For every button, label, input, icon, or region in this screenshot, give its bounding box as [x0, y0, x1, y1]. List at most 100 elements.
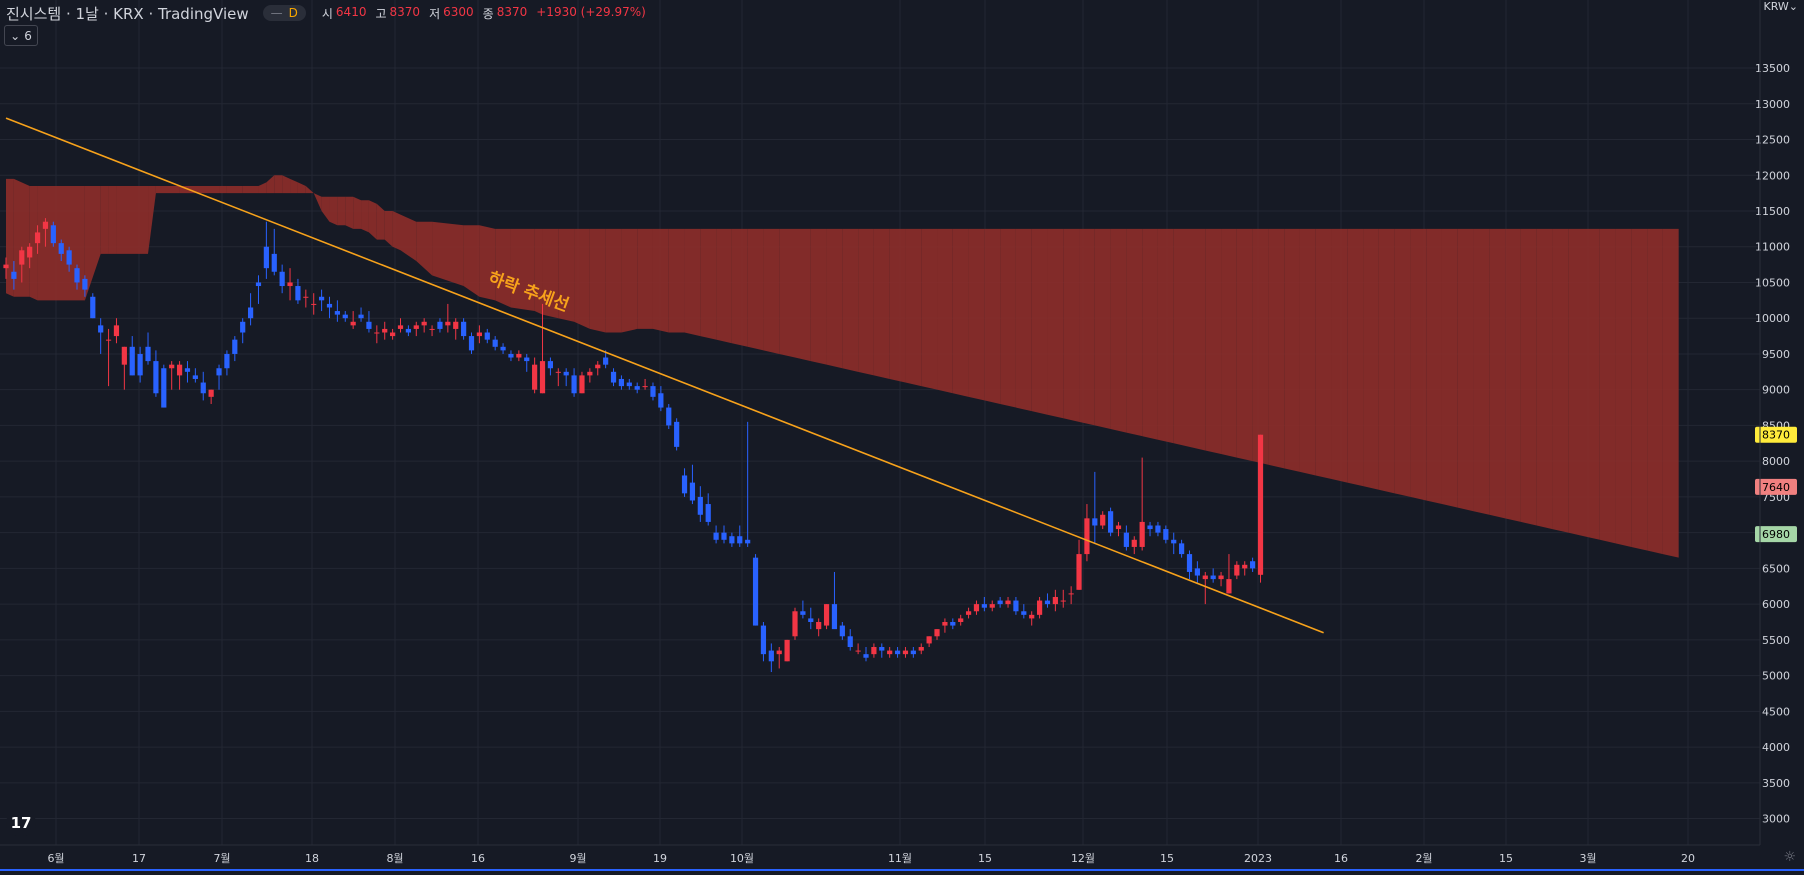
- candle-body: [1013, 600, 1019, 612]
- interval-pill[interactable]: — D: [262, 5, 306, 21]
- candle-body: [382, 328, 388, 333]
- ichimoku-cloud-segment: [1173, 228, 1190, 447]
- ichimoku-cloud-segment: [1410, 228, 1427, 501]
- candle-body: [326, 303, 333, 308]
- bottom-accent-bar: [0, 869, 1804, 871]
- ichimoku-cloud-segment: [400, 214, 417, 262]
- y-tick-label: 9500: [1762, 348, 1790, 361]
- candle-body: [98, 325, 104, 333]
- candle-body: [397, 325, 404, 329]
- candle-body: [484, 332, 490, 340]
- ichimoku-cloud-segment: [1079, 228, 1095, 426]
- candle-body: [547, 361, 554, 369]
- ichimoku-cloud-segment: [779, 228, 795, 358]
- candle-body: [950, 621, 956, 626]
- candle-body: [153, 361, 159, 394]
- candle-body: [1186, 554, 1193, 572]
- ichimoku-cloud-segment: [795, 228, 811, 362]
- downtrend-line: [5, 117, 1324, 634]
- candle-body: [1076, 554, 1082, 590]
- currency-selector[interactable]: KRW⌄: [1763, 0, 1798, 13]
- ichimoku-cloud-segment: [921, 228, 938, 390]
- candle-body: [90, 296, 96, 319]
- ichimoku-cloud-segment: [368, 200, 377, 240]
- y-tick-label: 6000: [1762, 598, 1790, 611]
- ichimoku-cloud-segment: [510, 228, 535, 312]
- ichimoku-cloud-segment: [542, 228, 559, 319]
- ichimoku-cloud-segment: [1584, 228, 1600, 540]
- candle-body: [776, 650, 782, 655]
- price-label-box: [1755, 526, 1797, 543]
- candle-body: [200, 382, 206, 394]
- candle-body: [279, 271, 285, 287]
- ichimoku-cloud-segment: [1394, 228, 1411, 497]
- candle-body: [1226, 579, 1232, 594]
- candle-body: [729, 536, 735, 544]
- candle-body: [934, 629, 940, 637]
- ichimoku-cloud-segment: [1142, 228, 1158, 440]
- x-tick-label: 15: [1499, 852, 1513, 865]
- ichimoku-cloud-segment: [1552, 228, 1569, 533]
- candle-body: [184, 368, 191, 372]
- price-label-text: 6980: [1762, 528, 1790, 541]
- ichimoku-cloud-segment: [747, 228, 764, 351]
- candle-body: [113, 325, 120, 337]
- candle-body: [500, 346, 506, 351]
- collapse-indicators-button[interactable]: ⌄ 6: [4, 25, 38, 46]
- ichimoku-cloud-segment: [842, 228, 859, 372]
- ichimoku-cloud-segment: [242, 185, 259, 194]
- ichimoku-cloud-segment: [305, 185, 314, 194]
- x-tick-label: 12월: [1071, 852, 1095, 865]
- candle-body: [3, 264, 9, 269]
- candle-body: [705, 504, 711, 522]
- ichimoku-cloud-segment: [1110, 228, 1127, 433]
- candle-body: [1060, 600, 1066, 602]
- ichimoku-cloud-segment: [968, 228, 985, 401]
- ichimoku-cloud-segment: [1157, 228, 1174, 444]
- candle-body: [587, 371, 593, 376]
- ichimoku-cloud-segment: [1221, 228, 1237, 458]
- y-tick-label: 3000: [1762, 813, 1790, 826]
- price-label-box: [1755, 426, 1797, 443]
- candle-body: [66, 250, 72, 265]
- y-tick-label: 3500: [1762, 777, 1790, 790]
- ohlc-close-value: 8370: [496, 4, 528, 19]
- ichimoku-cloud-segment: [937, 228, 953, 394]
- candle-body: [894, 650, 901, 655]
- candle-body: [192, 375, 198, 379]
- candle-body: [319, 296, 325, 301]
- ichimoku-cloud-segment: [1363, 228, 1379, 490]
- currency-label: KRW: [1763, 0, 1789, 13]
- candle-body: [405, 328, 411, 333]
- candle-body: [863, 654, 869, 658]
- candle-body: [1171, 539, 1177, 544]
- y-tick-label: 10000: [1755, 312, 1790, 325]
- ichimoku-cloud-segment: [1268, 228, 1285, 469]
- candle-body: [1044, 600, 1051, 605]
- ichimoku-cloud-segment: [1205, 228, 1222, 455]
- ichimoku-cloud-segment: [637, 228, 653, 329]
- interval-badge[interactable]: D: [288, 6, 298, 20]
- candle-body: [240, 321, 246, 333]
- candle-body: [11, 271, 17, 279]
- candle-body: [508, 353, 514, 358]
- y-tick-label: 4000: [1762, 741, 1790, 754]
- y-tick-label: 13500: [1755, 62, 1790, 75]
- candle-body: [1242, 564, 1248, 569]
- ichimoku-cloud-segment: [1615, 228, 1632, 547]
- candle-body: [1210, 575, 1216, 580]
- tradingview-logo-icon[interactable]: 17: [6, 810, 36, 836]
- candle-body: [689, 482, 696, 501]
- candle-body: [1021, 611, 1027, 615]
- ichimoku-cloud-segment: [495, 228, 511, 308]
- ichimoku-cloud-segment: [282, 175, 291, 194]
- candle-body: [421, 321, 427, 326]
- ichimoku-cloud-segment: [1063, 228, 1080, 422]
- x-tick-label: 9월: [569, 852, 586, 865]
- settings-icon[interactable]: ☼: [1783, 849, 1796, 865]
- ichimoku-cloud-segment: [1568, 228, 1584, 537]
- ichimoku-cloud-segment: [873, 228, 890, 379]
- candle-body: [524, 357, 530, 362]
